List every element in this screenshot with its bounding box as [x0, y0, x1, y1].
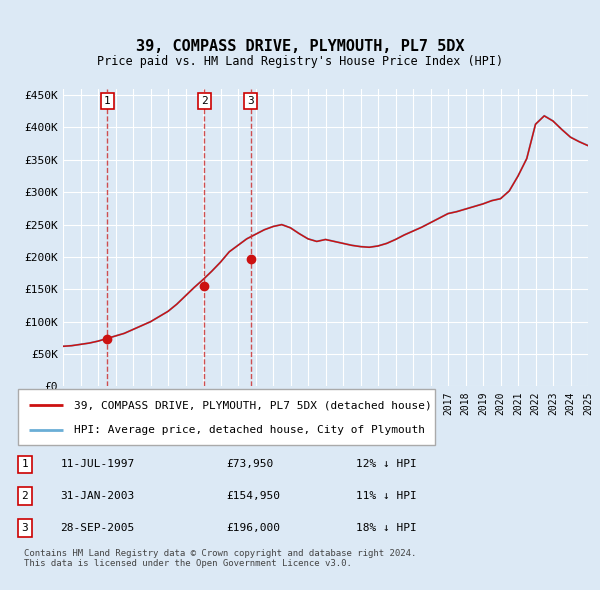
Text: 31-JAN-2003: 31-JAN-2003: [60, 491, 134, 501]
Text: 3: 3: [22, 523, 28, 533]
Text: 3: 3: [248, 96, 254, 106]
Text: 1: 1: [22, 460, 28, 470]
Text: HPI: Average price, detached house, City of Plymouth: HPI: Average price, detached house, City…: [74, 425, 425, 435]
Text: £154,950: £154,950: [227, 491, 281, 501]
Text: £73,950: £73,950: [227, 460, 274, 470]
Text: 18% ↓ HPI: 18% ↓ HPI: [356, 523, 417, 533]
Text: 2: 2: [22, 491, 28, 501]
Text: 28-SEP-2005: 28-SEP-2005: [60, 523, 134, 533]
Text: 39, COMPASS DRIVE, PLYMOUTH, PL7 5DX (detached house): 39, COMPASS DRIVE, PLYMOUTH, PL7 5DX (de…: [74, 400, 432, 410]
Text: 1: 1: [104, 96, 110, 106]
Text: 11-JUL-1997: 11-JUL-1997: [60, 460, 134, 470]
Text: Price paid vs. HM Land Registry's House Price Index (HPI): Price paid vs. HM Land Registry's House …: [97, 55, 503, 68]
Text: 39, COMPASS DRIVE, PLYMOUTH, PL7 5DX: 39, COMPASS DRIVE, PLYMOUTH, PL7 5DX: [136, 40, 464, 54]
Text: £196,000: £196,000: [227, 523, 281, 533]
Text: 2: 2: [201, 96, 208, 106]
Text: Contains HM Land Registry data © Crown copyright and database right 2024.
This d: Contains HM Land Registry data © Crown c…: [23, 549, 416, 568]
Text: 11% ↓ HPI: 11% ↓ HPI: [356, 491, 417, 501]
Text: 12% ↓ HPI: 12% ↓ HPI: [356, 460, 417, 470]
FancyBboxPatch shape: [18, 389, 436, 445]
